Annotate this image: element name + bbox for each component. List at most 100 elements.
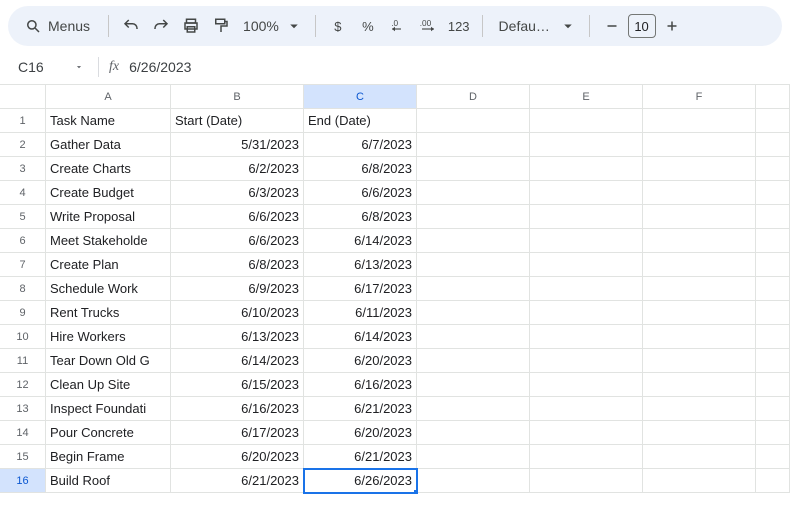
cell[interactable] <box>756 133 790 157</box>
cell[interactable] <box>756 181 790 205</box>
cell[interactable]: 6/6/2023 <box>304 181 417 205</box>
increase-decimal-button[interactable]: .00 <box>414 12 442 40</box>
cell[interactable] <box>530 253 643 277</box>
cell[interactable] <box>530 133 643 157</box>
print-button[interactable] <box>177 12 205 40</box>
column-header-B[interactable]: B <box>171 85 304 109</box>
cell[interactable] <box>417 109 530 133</box>
cell[interactable] <box>417 157 530 181</box>
column-header-F[interactable]: F <box>643 85 756 109</box>
cell[interactable]: 6/2/2023 <box>171 157 304 181</box>
cell[interactable] <box>643 445 756 469</box>
increase-font-button[interactable] <box>658 12 686 40</box>
cell[interactable]: Pour Concrete <box>46 421 171 445</box>
cell[interactable]: 6/20/2023 <box>304 349 417 373</box>
cell[interactable] <box>417 301 530 325</box>
cell[interactable]: Create Plan <box>46 253 171 277</box>
row-header[interactable]: 16 <box>0 469 46 493</box>
cell[interactable] <box>417 421 530 445</box>
cell[interactable]: 6/16/2023 <box>304 373 417 397</box>
redo-button[interactable] <box>147 12 175 40</box>
cell[interactable]: 6/15/2023 <box>171 373 304 397</box>
cell[interactable] <box>530 157 643 181</box>
cell[interactable] <box>756 301 790 325</box>
cell[interactable] <box>417 253 530 277</box>
cell[interactable] <box>530 181 643 205</box>
row-header[interactable]: 4 <box>0 181 46 205</box>
cell[interactable]: 6/14/2023 <box>304 229 417 253</box>
cell[interactable] <box>643 349 756 373</box>
cell[interactable]: 6/21/2023 <box>304 397 417 421</box>
row-header[interactable]: 5 <box>0 205 46 229</box>
cell[interactable]: 6/8/2023 <box>304 157 417 181</box>
percent-button[interactable]: % <box>354 12 382 40</box>
cell[interactable]: 6/9/2023 <box>171 277 304 301</box>
cell[interactable]: End (Date) <box>304 109 417 133</box>
cell[interactable] <box>643 229 756 253</box>
cell[interactable]: 6/7/2023 <box>304 133 417 157</box>
cell[interactable]: 6/10/2023 <box>171 301 304 325</box>
cell[interactable] <box>643 373 756 397</box>
cell[interactable]: 6/3/2023 <box>171 181 304 205</box>
row-header[interactable]: 1 <box>0 109 46 133</box>
cell[interactable] <box>643 421 756 445</box>
row-header[interactable]: 6 <box>0 229 46 253</box>
column-header-D[interactable]: D <box>417 85 530 109</box>
cell[interactable]: 6/11/2023 <box>304 301 417 325</box>
decrease-decimal-button[interactable]: .0 <box>384 12 412 40</box>
row-header[interactable]: 15 <box>0 445 46 469</box>
cell[interactable] <box>530 469 643 493</box>
cell[interactable] <box>756 349 790 373</box>
cell[interactable]: Meet Stakeholde <box>46 229 171 253</box>
cell[interactable] <box>530 445 643 469</box>
cell[interactable]: 6/20/2023 <box>304 421 417 445</box>
cell[interactable]: 6/6/2023 <box>171 205 304 229</box>
cell[interactable] <box>643 205 756 229</box>
column-header[interactable] <box>756 85 790 109</box>
cell[interactable]: Create Charts <box>46 157 171 181</box>
cell[interactable]: 6/8/2023 <box>304 205 417 229</box>
cell[interactable] <box>530 109 643 133</box>
row-header[interactable]: 14 <box>0 421 46 445</box>
cell[interactable] <box>530 349 643 373</box>
cell[interactable] <box>643 325 756 349</box>
cell[interactable]: Tear Down Old G <box>46 349 171 373</box>
font-dropdown[interactable]: Defaul… <box>491 12 581 40</box>
decrease-font-button[interactable] <box>598 12 626 40</box>
cell[interactable] <box>643 277 756 301</box>
cell[interactable]: 5/31/2023 <box>171 133 304 157</box>
cell[interactable]: Write Proposal <box>46 205 171 229</box>
cell[interactable] <box>756 397 790 421</box>
cell[interactable]: Begin Frame <box>46 445 171 469</box>
cell[interactable]: Rent Trucks <box>46 301 171 325</box>
cell[interactable] <box>756 421 790 445</box>
cell[interactable] <box>643 253 756 277</box>
cell[interactable] <box>756 109 790 133</box>
row-header[interactable]: 7 <box>0 253 46 277</box>
column-header-E[interactable]: E <box>530 85 643 109</box>
cell[interactable]: 6/21/2023 <box>171 469 304 493</box>
cell[interactable] <box>417 445 530 469</box>
cell[interactable] <box>530 229 643 253</box>
cell[interactable] <box>756 469 790 493</box>
formula-value[interactable]: 6/26/2023 <box>129 59 191 75</box>
cell[interactable] <box>417 181 530 205</box>
cell[interactable] <box>417 205 530 229</box>
row-header[interactable]: 11 <box>0 349 46 373</box>
cell[interactable]: Hire Workers <box>46 325 171 349</box>
cell[interactable]: Gather Data <box>46 133 171 157</box>
cell[interactable] <box>756 205 790 229</box>
font-size-input[interactable]: 10 <box>628 14 656 38</box>
row-header[interactable]: 12 <box>0 373 46 397</box>
cell[interactable] <box>417 325 530 349</box>
cell[interactable] <box>530 373 643 397</box>
undo-button[interactable] <box>117 12 145 40</box>
cell[interactable]: 6/13/2023 <box>171 325 304 349</box>
cell[interactable]: 6/6/2023 <box>171 229 304 253</box>
cell[interactable] <box>756 277 790 301</box>
cell[interactable] <box>643 397 756 421</box>
cell[interactable]: Clean Up Site <box>46 373 171 397</box>
cell[interactable] <box>643 181 756 205</box>
more-formats-button[interactable]: 123 <box>444 12 474 40</box>
cell[interactable] <box>756 325 790 349</box>
